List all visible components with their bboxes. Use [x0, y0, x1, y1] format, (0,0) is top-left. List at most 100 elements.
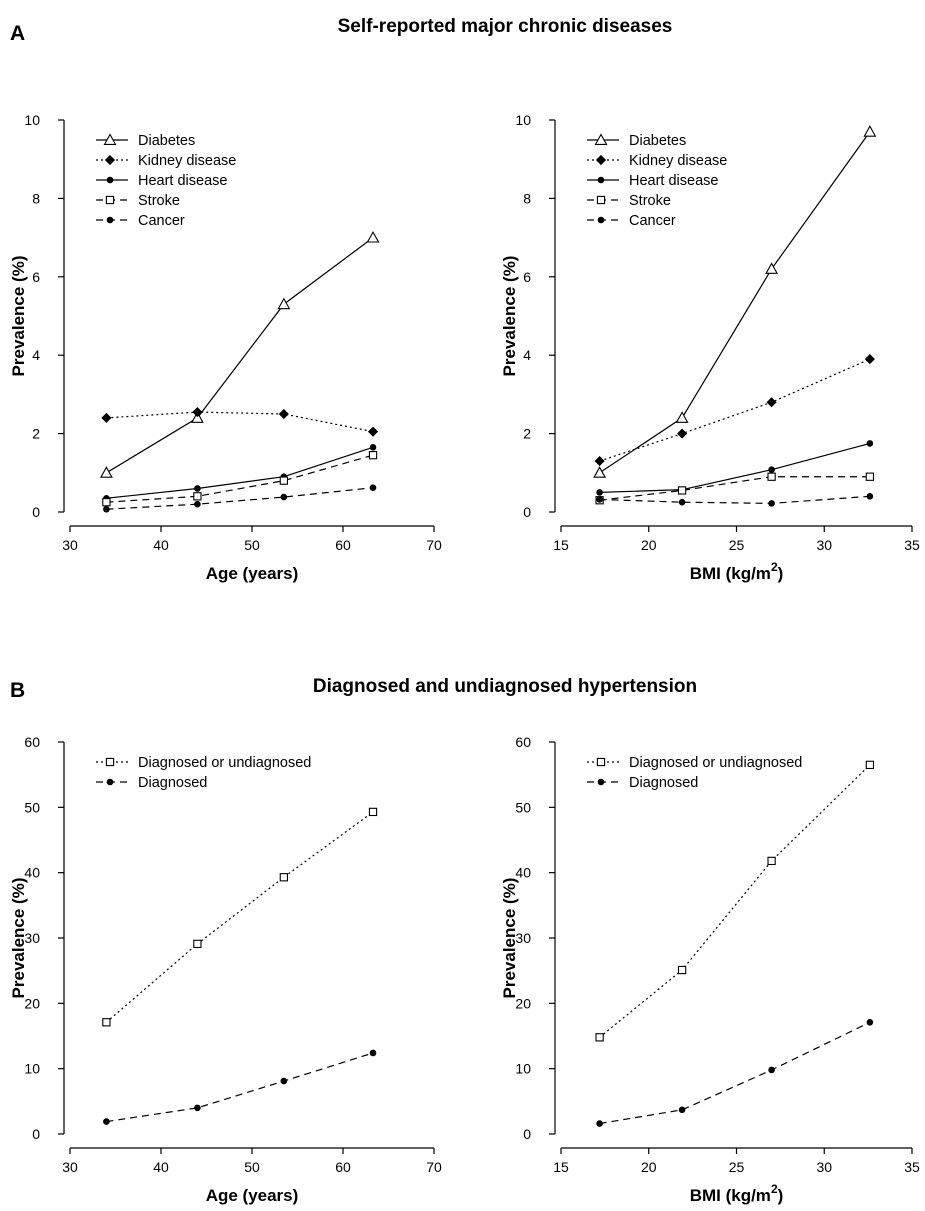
legend-marker — [105, 757, 115, 767]
legend-label: Diagnosed or undiagnosed — [629, 755, 802, 771]
legend-marker — [596, 195, 606, 205]
x-axis-label-text: BMI (kg/m — [690, 1186, 771, 1205]
legend-marker — [594, 133, 608, 145]
y-tick-label: 50 — [24, 799, 40, 815]
x-tick-label: 35 — [904, 1159, 920, 1175]
y-tick-label: 20 — [24, 995, 40, 1011]
data-point — [369, 1049, 377, 1057]
legend-marker — [106, 778, 114, 786]
y-tick-label: 8 — [523, 190, 531, 206]
x-tick-label: 15 — [553, 1159, 569, 1175]
y-tick-label: 0 — [32, 1126, 40, 1142]
legend-label: Heart disease — [138, 173, 227, 189]
x-tick-label: 20 — [641, 537, 657, 553]
data-point — [863, 125, 877, 137]
data-point — [593, 466, 607, 478]
y-tick-label: 20 — [515, 995, 531, 1011]
data-point — [369, 484, 377, 491]
y-axis-label: Prevalence (%) — [500, 878, 519, 999]
x-tick-label: 20 — [641, 1159, 657, 1175]
chart-1: 30 40 50 60 70 0 2 4 6 8 10 Age (years) Prevalence (… — [9, 112, 442, 583]
data-point — [102, 498, 111, 507]
x-tick-label: 30 — [62, 1159, 78, 1175]
series-line — [106, 1052, 374, 1123]
x-axis-label-end: ) — [778, 1186, 784, 1205]
y-tick-label: 60 — [515, 734, 531, 750]
data-point — [677, 965, 687, 975]
y-axis-label: Prevalence (%) — [9, 256, 28, 377]
data-point — [866, 493, 874, 500]
x-axis-label: BMI (kg/m2) — [690, 560, 784, 583]
data-point — [677, 428, 688, 439]
y-tick-label: 10 — [24, 112, 40, 128]
y-axis-label: Prevalence (%) — [9, 878, 28, 999]
data-point — [369, 444, 377, 451]
data-point — [768, 466, 775, 473]
y-tick-label: 6 — [523, 269, 531, 285]
y-tick-label: 40 — [24, 865, 40, 881]
series-line — [599, 358, 871, 462]
data-point — [768, 500, 775, 507]
series-line — [599, 476, 870, 501]
series-line — [106, 237, 374, 474]
data-point — [864, 354, 875, 365]
x-axis-label-superscript: 2 — [771, 1182, 778, 1196]
data-point — [279, 873, 288, 882]
data-point — [594, 455, 605, 467]
data-point — [190, 411, 204, 423]
series-line — [106, 487, 374, 510]
series-line — [599, 764, 871, 1038]
x-tick-label: 35 — [904, 537, 920, 553]
x-tick-label: 30 — [62, 537, 78, 553]
data-point — [101, 412, 112, 423]
data-point — [595, 1033, 604, 1042]
data-point — [677, 486, 687, 495]
series-line — [599, 495, 870, 504]
y-tick-label: 10 — [24, 1061, 40, 1077]
legend-label: Stroke — [629, 193, 671, 209]
panel-title-a: Self-reported major chronic diseases — [338, 16, 673, 37]
y-tick-label: 40 — [515, 865, 531, 881]
legend-label: Stroke — [138, 193, 180, 209]
data-point — [768, 1066, 775, 1074]
x-tick-label: 25 — [729, 1159, 745, 1175]
x-tick-label: 60 — [335, 1159, 351, 1175]
x-tick-label: 40 — [153, 1159, 169, 1175]
legend-marker — [103, 133, 117, 145]
y-axis-label: Prevalence (%) — [500, 256, 519, 377]
legend-label: Diagnosed — [629, 775, 698, 791]
x-axis-label: BMI (kg/m2) — [690, 1182, 784, 1205]
data-point — [865, 760, 875, 770]
data-point — [103, 505, 110, 513]
data-point — [194, 1104, 201, 1112]
y-tick-label: 2 — [523, 426, 531, 442]
x-tick-label: 25 — [729, 537, 745, 553]
series-line — [106, 811, 374, 1023]
data-point — [596, 489, 603, 496]
data-point — [194, 500, 201, 508]
data-point — [675, 411, 689, 423]
y-tick-label: 4 — [32, 347, 40, 363]
x-axis-label-text: Age (years) — [206, 564, 299, 583]
data-point — [865, 472, 875, 481]
y-tick-label: 30 — [515, 930, 531, 946]
legend-label: Cancer — [629, 213, 676, 229]
x-tick-label: 60 — [335, 537, 351, 553]
legend-marker — [106, 216, 114, 224]
x-tick-label: 70 — [426, 1159, 442, 1175]
series-line — [599, 131, 871, 474]
legend-marker — [596, 757, 606, 767]
legend-marker — [104, 154, 116, 166]
chart-4: 15 20 25 30 35 0 10 20 30 40 50 60 BMI (kg/m2) Preval… — [500, 734, 920, 1205]
legend-marker — [105, 195, 115, 205]
data-point — [368, 451, 378, 460]
data-point — [596, 496, 603, 503]
legend-marker — [597, 216, 605, 224]
data-point — [279, 476, 288, 485]
x-axis-label: Age (years) — [206, 564, 299, 583]
legend-marker — [597, 778, 605, 786]
x-tick-label: 15 — [553, 537, 569, 553]
data-point — [102, 1018, 111, 1027]
y-tick-label: 0 — [523, 1126, 531, 1142]
